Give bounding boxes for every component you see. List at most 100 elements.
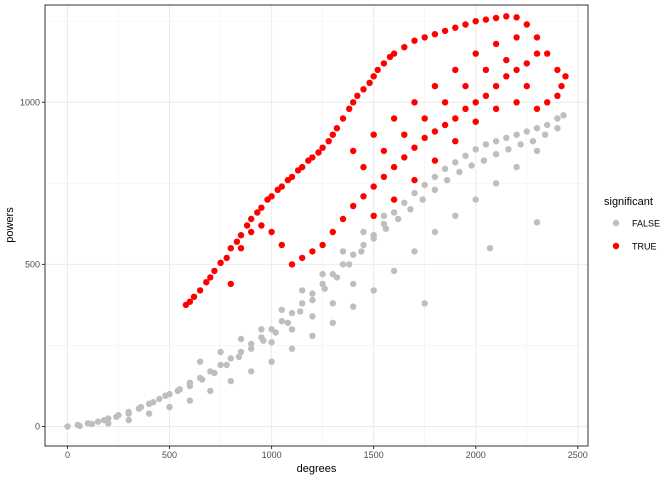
scatter-point-true xyxy=(268,193,275,200)
scatter-point-true xyxy=(472,99,479,106)
scatter-point-true xyxy=(278,183,285,190)
scatter-point-true xyxy=(431,157,439,164)
scatter-point-false xyxy=(268,339,275,346)
plot-border xyxy=(44,4,589,447)
scatter-point-true xyxy=(544,99,551,106)
legend-label-true: TRUE xyxy=(632,242,657,252)
scatter-point-false xyxy=(268,358,275,365)
scatter-point-true xyxy=(431,31,439,38)
scatter-point-false xyxy=(223,361,230,369)
legend: significant FALSE TRUE xyxy=(604,196,660,252)
scatter-point-true xyxy=(258,222,265,229)
scatter-point-false xyxy=(523,128,530,135)
scatter-point-true xyxy=(401,154,408,161)
scatter-point-true xyxy=(346,105,353,113)
scatter-point-false xyxy=(329,319,336,326)
x-tick-label: 0 xyxy=(65,450,70,460)
scatter-point-false xyxy=(113,413,120,420)
scatter-point-true xyxy=(390,115,398,122)
scatter-point-true xyxy=(562,73,569,80)
scatter-point-true xyxy=(441,27,449,35)
scatter-point-true xyxy=(333,125,341,132)
scatter-point-true xyxy=(503,73,510,80)
legend-key-false xyxy=(612,219,620,227)
scatter-point-true xyxy=(233,238,241,245)
scatter-point-false xyxy=(401,199,408,206)
scatter-point-true xyxy=(533,34,541,41)
scatter-point-false xyxy=(156,395,163,403)
scatter-point-true xyxy=(203,279,210,286)
scatter-point-true xyxy=(390,196,398,203)
x-axis-title: degrees xyxy=(297,463,337,475)
scatter-point-true xyxy=(254,209,261,216)
scatter-point-true xyxy=(411,37,418,44)
scatter-point-true xyxy=(217,259,224,266)
scatter-point-true xyxy=(390,50,398,57)
scatter-point-false xyxy=(541,131,549,138)
x-axis-ticks: 0 500 1000 1500 2000 2500 xyxy=(65,446,588,460)
scatter-point-false xyxy=(199,376,206,383)
scatter-point-true xyxy=(309,248,316,255)
scatter-point-false xyxy=(505,146,512,153)
series-false-points xyxy=(64,112,567,430)
x-tick-label: 1000 xyxy=(262,450,282,460)
scatter-point-true xyxy=(278,241,285,249)
scatter-point-true xyxy=(421,115,428,122)
scatter-point-false xyxy=(533,147,541,155)
scatter-point-true xyxy=(544,50,551,57)
scatter-point-true xyxy=(503,56,510,64)
scatter-point-false xyxy=(431,173,439,181)
scatter-point-true xyxy=(462,105,469,113)
scatter-point-true xyxy=(339,215,347,223)
scatter-point-true xyxy=(513,66,520,74)
scatter-point-false xyxy=(554,115,561,122)
scatter-point-true xyxy=(533,105,541,113)
scatter-point-true xyxy=(190,293,198,300)
scatter-point-false xyxy=(284,319,292,326)
scatter-point-true xyxy=(482,92,490,100)
scatter-point-false xyxy=(248,368,255,375)
scatter-point-false xyxy=(421,181,428,189)
scatter-point-false xyxy=(419,196,426,203)
scatter-point-false xyxy=(360,228,367,236)
scatter-point-true xyxy=(319,144,326,151)
scatter-point-true xyxy=(288,261,296,268)
scatter-point-false xyxy=(260,337,267,344)
scatter-point-true xyxy=(554,66,561,74)
scatter-point-false xyxy=(350,303,357,310)
scatter-point-false xyxy=(443,176,451,184)
scatter-point-false xyxy=(196,358,204,365)
scatter-point-false xyxy=(227,355,234,362)
scatter-point-false xyxy=(395,215,402,223)
scatter-point-false xyxy=(492,138,500,145)
scatter-point-true xyxy=(339,115,347,122)
scatter-point-true xyxy=(268,228,275,236)
scatter-point-false xyxy=(480,157,488,164)
scatter-point-false xyxy=(380,220,388,228)
y-tick-label: 500 xyxy=(25,259,40,269)
scatter-point-true xyxy=(513,14,520,21)
scatter-point-false xyxy=(217,361,224,369)
scatter-point-false xyxy=(309,296,316,304)
x-tick-label: 500 xyxy=(162,450,177,460)
scatter-point-false xyxy=(309,313,316,320)
scatter-point-true xyxy=(319,241,326,249)
grid-minor xyxy=(45,5,588,446)
scatter-point-true xyxy=(523,21,530,28)
scatter-point-true xyxy=(288,173,296,181)
scatter-point-false xyxy=(411,189,418,197)
series-true-points xyxy=(182,13,569,309)
x-tick-label: 2000 xyxy=(466,450,486,460)
scatter-point-false xyxy=(76,422,83,430)
scatter-point-false xyxy=(329,300,336,307)
scatter-point-false xyxy=(309,290,316,297)
scatter-point-false xyxy=(560,112,567,119)
scatter-point-true xyxy=(374,66,381,74)
scatter-point-true xyxy=(462,21,469,28)
scatter-point-false xyxy=(544,121,551,129)
scatter-point-true xyxy=(482,16,490,23)
scatter-point-true xyxy=(380,147,388,155)
scatter-point-true xyxy=(360,86,367,93)
scatter-point-false xyxy=(227,377,234,385)
